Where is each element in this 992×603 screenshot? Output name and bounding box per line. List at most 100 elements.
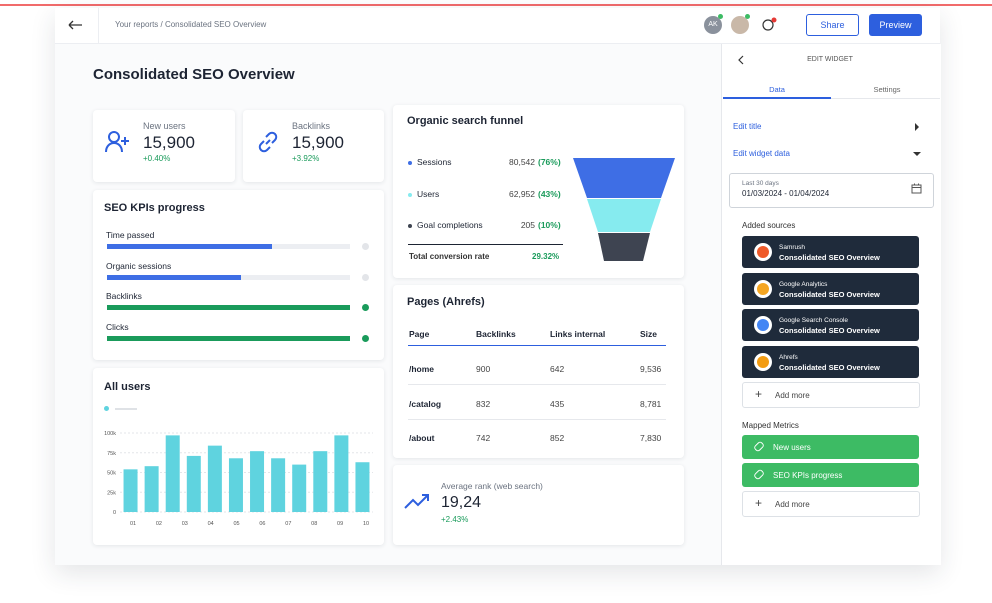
x-tick-label: 03 — [182, 521, 188, 527]
row-line — [408, 384, 666, 385]
panel-title: EDIT WIDGET — [807, 56, 853, 63]
chat-button[interactable] — [761, 17, 777, 33]
card-title: Organic search funnel — [407, 115, 524, 127]
status-dot — [362, 304, 369, 311]
kpi-change: +3.92% — [292, 154, 320, 163]
progress-label: Clicks — [106, 321, 129, 332]
bar — [144, 466, 159, 512]
source-item[interactable]: Google Search Console Consolidated SEO Ov… — [742, 309, 919, 342]
progress-fill — [107, 305, 350, 310]
date-picker[interactable] — [729, 173, 934, 208]
add-metric[interactable]: + Add more — [742, 491, 920, 517]
legend-dot — [408, 224, 412, 228]
card-title: SEO KPIs progress — [104, 202, 205, 214]
tab-rule — [831, 98, 940, 99]
chevron — [913, 152, 921, 156]
status-dot — [362, 334, 369, 342]
bar — [228, 458, 243, 512]
add-label: Add more — [775, 391, 810, 400]
avatar-photo[interactable] — [731, 16, 749, 34]
total-value: 29.32% — [532, 252, 560, 261]
kpi-card[interactable] — [93, 110, 235, 182]
source-name: Consolidated SEO Overview — [779, 253, 880, 262]
source-item[interactable]: Ahrefs Consolidated SEO Overview — [742, 346, 919, 379]
metric-item[interactable]: New users — [742, 435, 919, 459]
source-logo — [757, 282, 769, 295]
x-tick-label: 07 — [285, 521, 291, 527]
calendar-icon — [911, 183, 922, 194]
source-logo — [757, 356, 769, 369]
y-tick-label: 100k — [104, 431, 116, 437]
card-title: All users — [104, 381, 151, 393]
status-dot — [745, 14, 750, 19]
back-button[interactable] — [67, 19, 83, 31]
progress-fill — [107, 244, 273, 249]
tab-active[interactable]: Data — [769, 85, 785, 94]
bar — [292, 464, 307, 512]
rank-card[interactable] — [393, 465, 684, 545]
funnel-label: Users — [417, 188, 440, 199]
funnel-share: (76%) — [538, 157, 561, 167]
user-icon — [105, 131, 129, 153]
bar — [271, 458, 286, 512]
source-icon — [754, 279, 772, 298]
metric-label: New users — [773, 443, 811, 452]
kpi-card[interactable] — [243, 110, 384, 182]
table-cell: 742 — [476, 433, 491, 443]
x-tick-label: 09 — [337, 521, 343, 527]
bar — [123, 469, 138, 512]
table-cell: 642 — [550, 364, 565, 374]
edit-title-link[interactable]: Edit title — [733, 122, 762, 131]
legend-dot — [104, 406, 109, 411]
column-header: Size — [640, 329, 658, 339]
table-card[interactable] — [393, 285, 684, 458]
legend-dot — [408, 192, 412, 197]
y-tick-label: 0 — [113, 510, 116, 516]
tab[interactable]: Settings — [873, 85, 901, 94]
column-header: Links internal — [550, 329, 606, 339]
chevron — [915, 123, 919, 131]
y-tick-label: 75k — [107, 451, 116, 457]
source-name: Consolidated SEO Overview — [779, 326, 880, 336]
top-accent — [0, 4, 992, 6]
progress-fill — [107, 274, 241, 280]
x-tick-label: 01 — [130, 521, 136, 527]
funnel-label: Sessions — [417, 157, 452, 167]
bar — [250, 451, 265, 512]
progress-track — [107, 305, 350, 310]
divider — [408, 244, 563, 245]
progress-track — [107, 274, 350, 280]
preview-button[interactable]: Preview — [869, 14, 922, 36]
header-rule — [408, 345, 666, 346]
table-cell: /about — [409, 433, 435, 443]
bar — [334, 435, 349, 512]
progress-label: Organic sessions — [106, 260, 172, 271]
link-icon — [258, 131, 278, 153]
funnel-share: (43%) — [538, 188, 561, 199]
rank-change: +2.43% — [441, 515, 469, 524]
source-icon — [754, 316, 772, 335]
funnel-value: 80,542 — [509, 157, 535, 167]
add-source[interactable]: + Add more — [742, 382, 920, 408]
y-tick-label: 50k — [107, 471, 116, 477]
breadcrumb[interactable]: Your reports / Consolidated SEO Overview — [115, 20, 267, 29]
date-range: 01/03/2024 - 01/04/2024 — [742, 189, 830, 198]
legend-dot — [408, 161, 412, 165]
table-cell: 9,536 — [640, 364, 662, 374]
x-tick-label: 08 — [311, 521, 317, 527]
source-item[interactable]: Samrush Consolidated SEO Overview — [742, 236, 919, 268]
source-item[interactable]: Google Analytics Consolidated SEO Overvie… — [742, 272, 919, 305]
panel-back[interactable] — [737, 55, 745, 65]
bar — [313, 451, 328, 512]
metric-item[interactable]: SEO KPIs progress — [742, 463, 919, 487]
kpi-value: 15,900 — [143, 133, 195, 152]
rank-value: 19,24 — [441, 494, 482, 511]
funnel-graphic — [573, 158, 675, 261]
share-button[interactable]: Share — [806, 14, 859, 36]
avatar[interactable]: AK — [704, 16, 722, 34]
edit-data-link[interactable]: Edit widget data — [733, 149, 790, 158]
rank-label: Average rank (web search) — [441, 481, 543, 491]
link-icon — [752, 440, 766, 453]
kpi-label: Backlinks — [292, 121, 331, 131]
